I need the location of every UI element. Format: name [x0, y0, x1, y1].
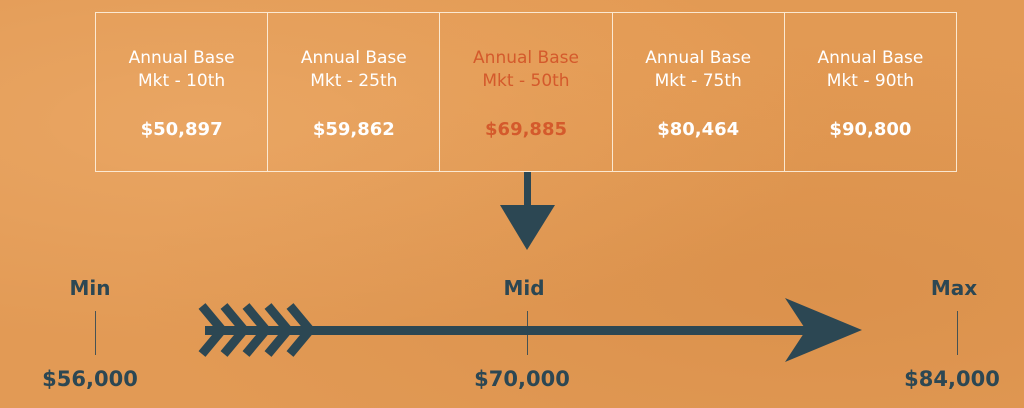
market-cell-75th: Annual Base Mkt - 75th $80,464	[613, 13, 785, 171]
range-arrow-icon	[198, 298, 862, 362]
market-cell-50th: Annual Base Mkt - 50th $69,885	[440, 13, 613, 171]
min-tick	[95, 311, 96, 355]
market-cell-value: $50,897	[140, 119, 223, 140]
market-cell-25th: Annual Base Mkt - 25th $59,862	[268, 13, 441, 171]
arrow-fletching-icon	[198, 303, 316, 357]
min-value: $56,000	[42, 367, 138, 391]
market-cell-value: $90,800	[829, 119, 912, 140]
market-cell-90th: Annual Base Mkt - 90th $90,800	[785, 13, 956, 171]
market-cell-value: $80,464	[657, 119, 740, 140]
market-cell-label: Annual Base Mkt - 90th	[817, 48, 924, 91]
market-cell-label: Annual Base Mkt - 10th	[128, 48, 235, 91]
market-cell-label: Annual Base Mkt - 75th	[645, 48, 752, 91]
market-cell-label: Annual Base Mkt - 50th	[473, 48, 579, 91]
min-label: Min	[69, 276, 111, 300]
market-percentile-table: Annual Base Mkt - 10th $50,897 Annual Ba…	[95, 12, 957, 172]
market-cell-label: Annual Base Mkt - 25th	[300, 48, 407, 91]
mid-value: $70,000	[474, 367, 570, 391]
mid-tick	[527, 311, 528, 355]
market-cell-value: $69,885	[485, 119, 567, 140]
max-label: Max	[930, 276, 978, 300]
mid-label: Mid	[503, 276, 545, 300]
max-tick	[957, 311, 958, 355]
down-arrow-icon	[500, 172, 555, 250]
market-cell-10th: Annual Base Mkt - 10th $50,897	[96, 13, 269, 171]
max-value: $84,000	[904, 367, 1000, 391]
market-cell-value: $59,862	[312, 119, 395, 140]
